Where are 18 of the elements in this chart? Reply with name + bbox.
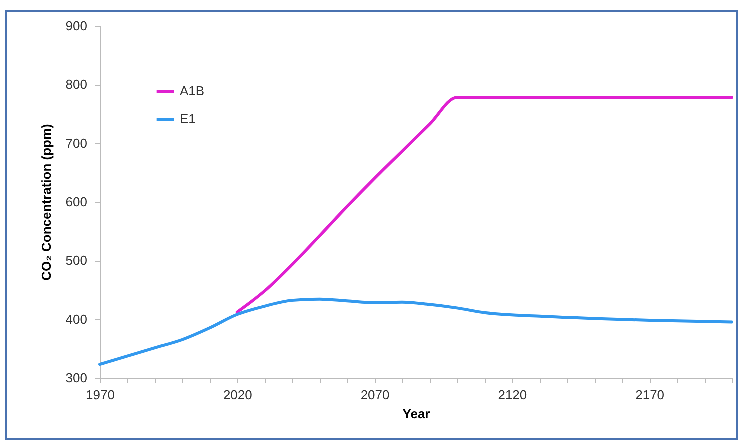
y-tick-label: 800 [66,77,88,92]
x-tick-label: 1970 [86,388,115,402]
y-tick-label: 600 [66,194,88,210]
y-tick-label: 700 [66,136,88,151]
legend-label: E1 [180,112,196,126]
x-tick-label: 2020 [223,388,252,402]
y-axis-title: CO₂ Concentration (ppm) [38,124,54,281]
x-axis-title: Year [402,406,430,422]
y-tick-label: 500 [66,253,88,268]
line-series [236,96,734,314]
y-tick-label: 400 [66,312,88,327]
x-tick-label: 2070 [360,388,390,402]
y-tick-label: 900 [66,18,88,34]
x-tick-label: 2120 [498,388,528,402]
y-tick-label: 300 [66,370,88,386]
legend-label: A1B [180,84,205,98]
x-tick-label: 2170 [636,388,665,402]
line-series [98,298,734,366]
